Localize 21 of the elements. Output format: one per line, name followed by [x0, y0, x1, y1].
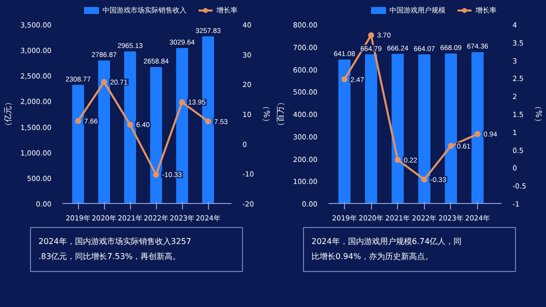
y-axis-title: （百万） — [276, 98, 286, 130]
y2-axis-title: （%） — [262, 102, 271, 126]
bar — [150, 67, 162, 204]
point — [75, 118, 82, 124]
y2-axis-title: （%） — [534, 102, 544, 126]
point — [394, 156, 401, 163]
bar — [72, 84, 84, 204]
point — [368, 32, 374, 38]
bar — [98, 60, 110, 204]
text: 2024年，国内游戏用户规模6.74亿人，同比增长0.94%，亦为历史新高点。 — [312, 237, 462, 261]
point — [179, 99, 186, 106]
y-axis-title: （亿元） — [3, 98, 12, 130]
text: 2024年，国内游戏市场实际销售收入3257.83亿元，同比增长7.53%，再创新高。 — [38, 237, 192, 261]
point — [153, 172, 160, 178]
point — [101, 79, 108, 86]
point — [205, 118, 212, 124]
point — [127, 122, 134, 128]
point — [474, 131, 481, 138]
point — [341, 76, 348, 82]
point — [448, 142, 454, 149]
point — [421, 176, 428, 183]
